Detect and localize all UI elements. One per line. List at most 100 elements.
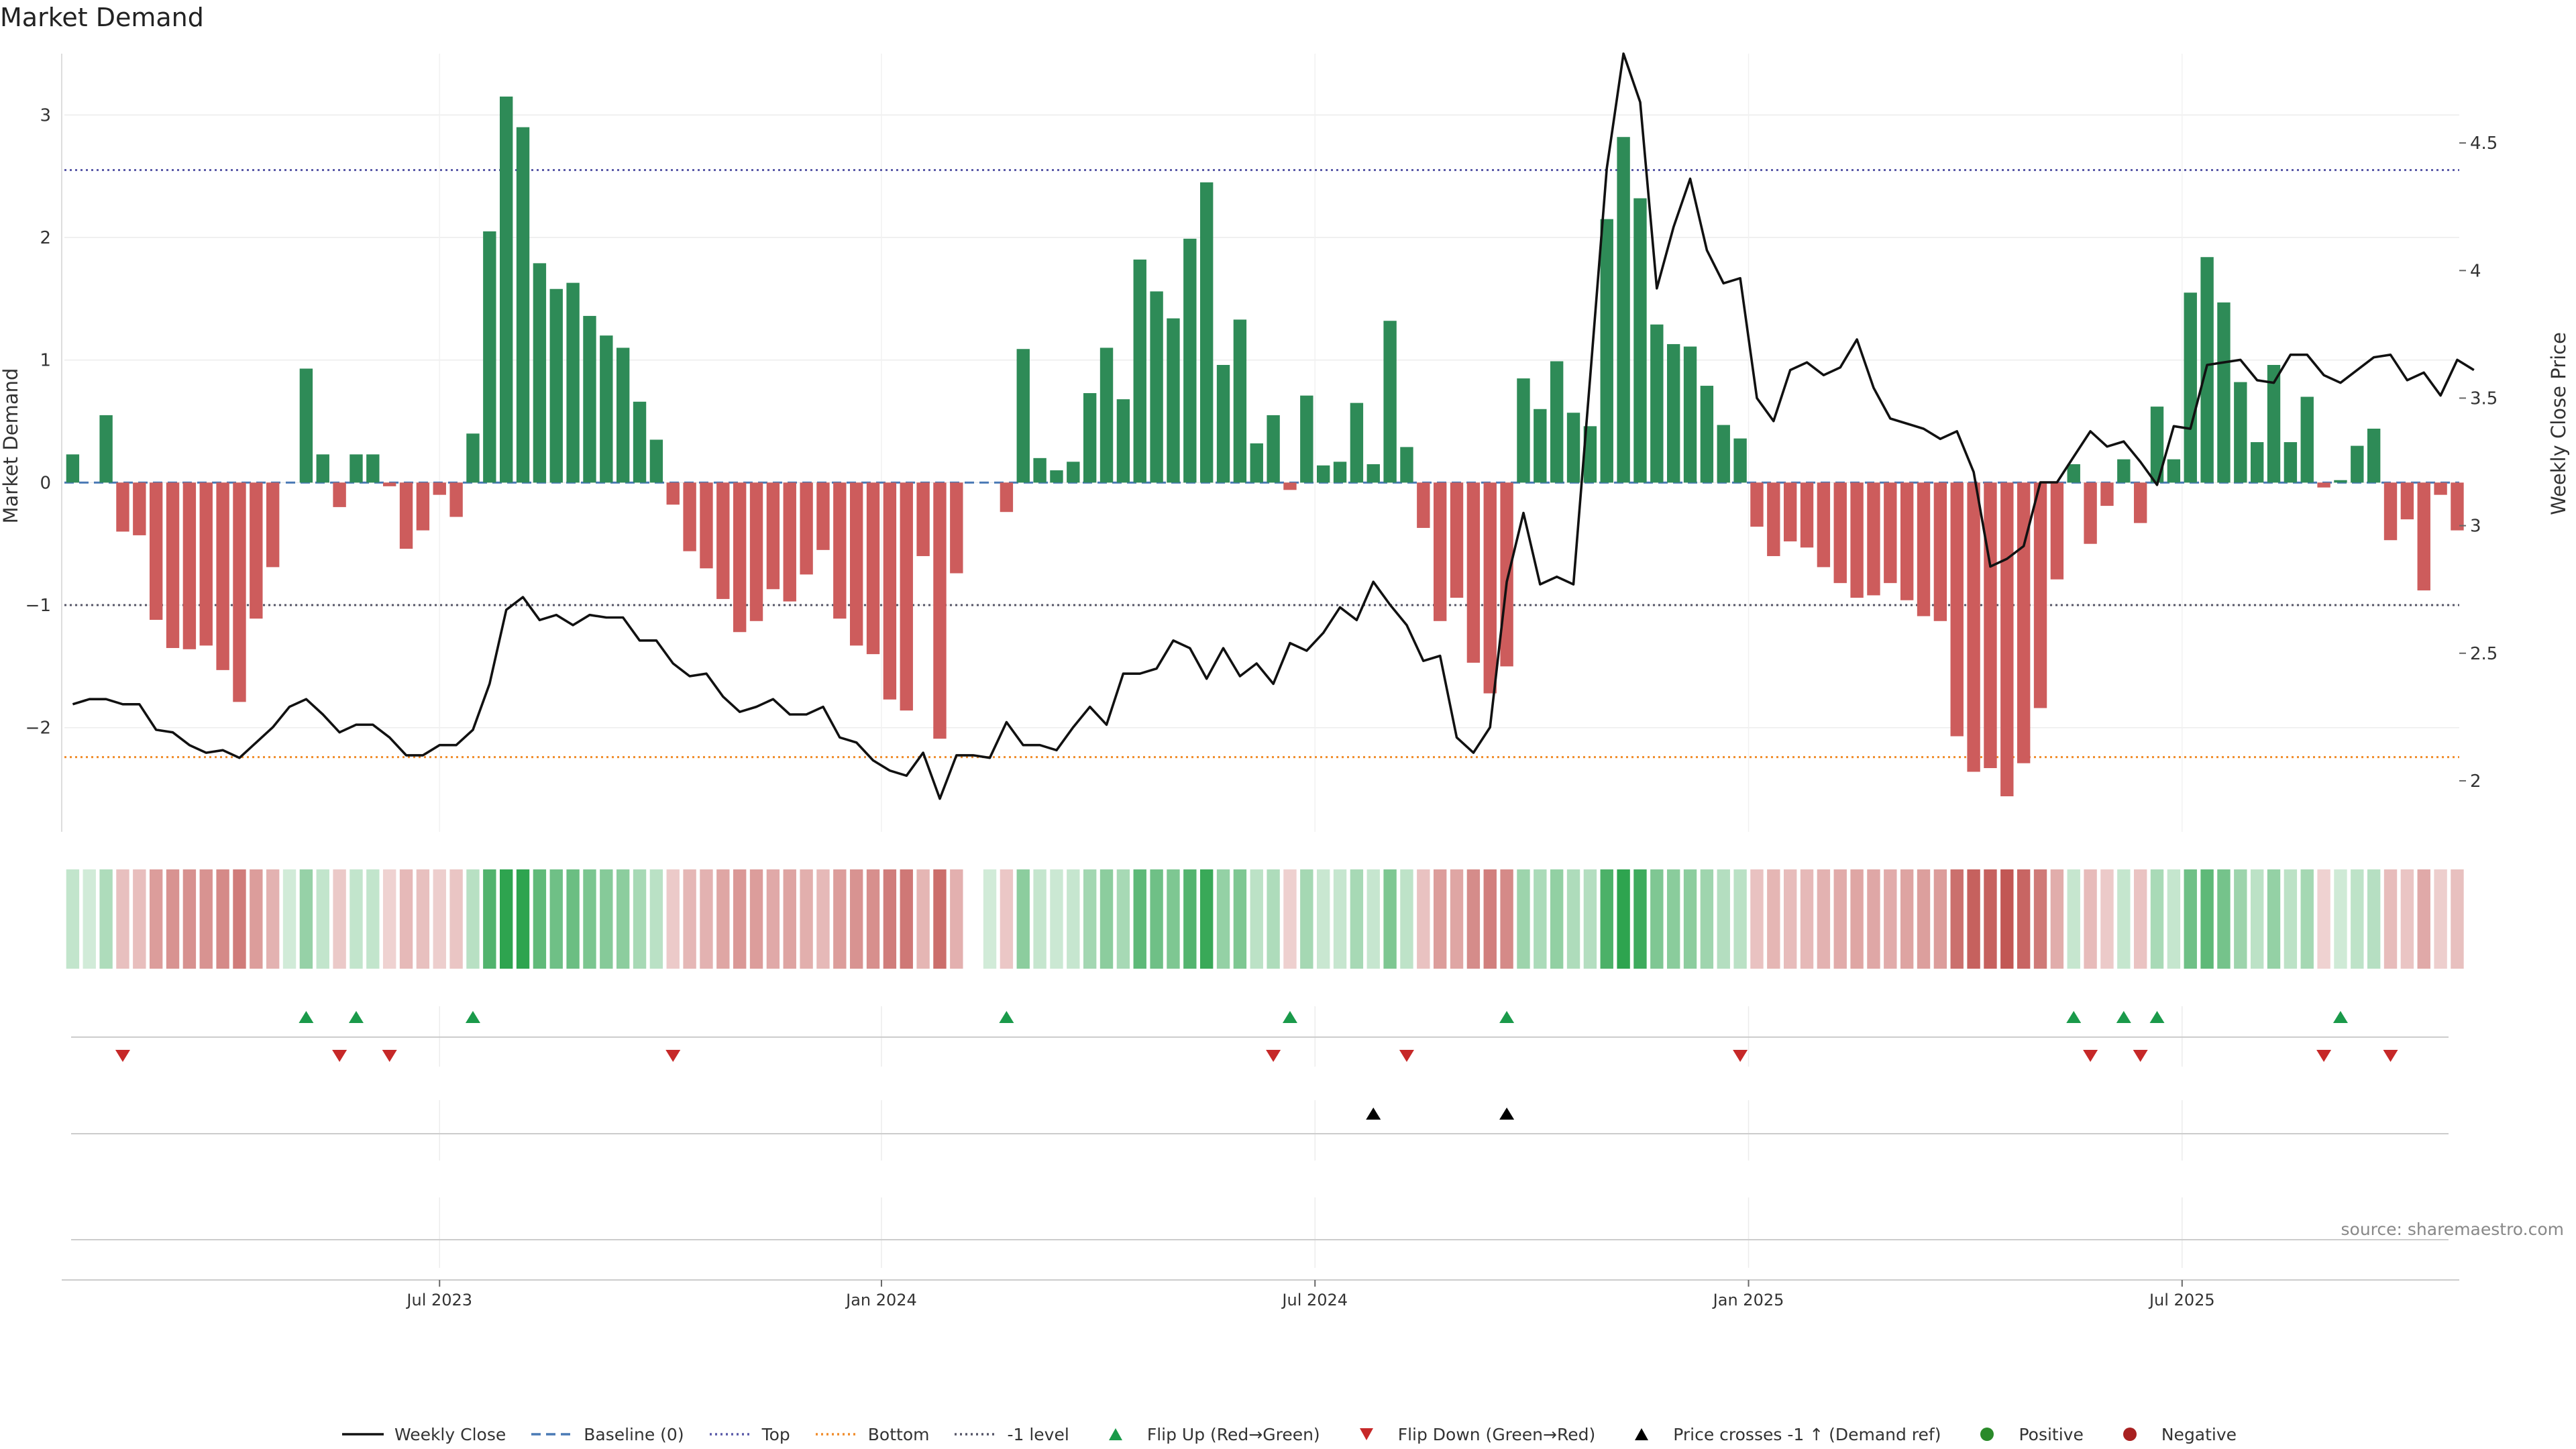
heat-cell [1067, 869, 1080, 969]
demand-bar-negative [233, 482, 246, 702]
heat-cell [866, 869, 880, 969]
heat-cell [1400, 869, 1413, 969]
demand-bar-positive [366, 454, 380, 483]
heat-cell [2184, 869, 2197, 969]
heat-cell [2300, 869, 2314, 969]
heat-cell [1466, 869, 1481, 969]
dashed-line-icon [531, 1433, 574, 1436]
heat-cell [2050, 869, 2064, 969]
demand-bar-positive [549, 288, 563, 483]
x-tick-label: Jan 2024 [845, 1291, 917, 1309]
legend-label: -1 level [1007, 1424, 1069, 1444]
heat-cell [1033, 869, 1046, 969]
y-tick-label: 1 [40, 351, 51, 371]
heat-cell [166, 869, 180, 969]
source-credit: source: sharemaestro.com [2341, 1220, 2565, 1239]
demand-bar-negative [1850, 482, 1864, 598]
legend-item: Positive [1964, 1425, 2084, 1444]
demand-bar-positive [1517, 378, 1530, 483]
demand-bar-positive [1383, 321, 1397, 483]
heat-cell [1517, 869, 1530, 969]
triangle-down-red-icon [1359, 1428, 1373, 1440]
heat-cell [499, 869, 513, 969]
demand-bar-positive [633, 401, 647, 483]
demand-bar-positive [2167, 459, 2181, 483]
heat-cell [1683, 869, 1697, 969]
demand-bar-negative [2017, 482, 2031, 763]
heat-cell [783, 869, 796, 969]
heat-cell [1417, 869, 1430, 969]
heat-cell [616, 869, 630, 969]
demand-bar-negative [766, 482, 780, 590]
heat-cell [950, 869, 963, 969]
demand-bar-positive [2234, 382, 2247, 483]
heat-cell [916, 869, 930, 969]
heat-cell [1316, 869, 1330, 969]
heat-cell [2267, 869, 2281, 969]
demand-bar-negative [399, 482, 413, 549]
heat-cell [1300, 869, 1313, 969]
heat-cell [299, 869, 313, 969]
demand-bar-negative [1783, 482, 1797, 542]
heat-cell [1133, 869, 1146, 969]
demand-bar-positive [99, 415, 113, 483]
heat-cell [1750, 869, 1764, 969]
demand-bar-positive [2267, 365, 2281, 483]
heat-cell [1116, 869, 1130, 969]
demand-bar-positive [2250, 442, 2264, 483]
y-tick-label: 2 [40, 228, 51, 248]
flip-down-marker [1266, 1050, 1281, 1062]
demand-bar-positive [2150, 407, 2164, 483]
demand-bar-positive [1183, 238, 1197, 483]
heat-cell [700, 869, 713, 969]
demand-bar-positive [566, 282, 580, 483]
heat-cell [1733, 869, 1747, 969]
demand-bar-negative [2033, 482, 2047, 708]
dot-red-icon [2123, 1428, 2137, 1441]
heat-cell [633, 869, 647, 969]
legend-item: Flip Down (Green→Red) [1343, 1425, 1595, 1444]
heat-cell [2217, 869, 2231, 969]
heat-cell [683, 869, 696, 969]
legend-label: Price crosses -1 ↑ (Demand ref) [1673, 1424, 1941, 1444]
demand-bar-negative [1433, 482, 1447, 621]
demand-bar-negative [250, 482, 263, 619]
heat-cell [1700, 869, 1714, 969]
heat-cell [333, 869, 346, 969]
demand-bar-positive [1167, 318, 1180, 483]
demand-bar-negative [1917, 482, 1931, 616]
heat-cell [2400, 869, 2414, 969]
heat-cell [182, 869, 197, 969]
legend-item: Flip Up (Red→Green) [1092, 1425, 1320, 1444]
demand-bar-negative [900, 482, 913, 711]
y-tick-label: −1 [25, 596, 51, 616]
heat-cell [1850, 869, 1864, 969]
demand-bar-negative [2084, 482, 2097, 544]
heat-cell [2334, 869, 2347, 969]
demand-bar-positive [1300, 395, 1313, 483]
heat-cell [266, 869, 280, 969]
heat-cell [1600, 869, 1613, 969]
demand-bar-negative [199, 482, 213, 646]
demand-bar-negative [2434, 482, 2447, 495]
heat-cell [1016, 869, 1030, 969]
heat-cell [833, 869, 847, 969]
demand-bar-negative [1900, 482, 1914, 600]
demand-bar-positive [2300, 396, 2314, 483]
demand-bar-negative [2000, 482, 2014, 797]
heat-cell [282, 869, 297, 969]
demand-bar-positive [649, 439, 663, 483]
heat-cell [2351, 869, 2364, 969]
legend-item: Baseline (0) [529, 1425, 684, 1444]
demand-bar-negative [2451, 482, 2464, 531]
flip-up-marker [1499, 1011, 1515, 1023]
demand-bar-negative [1750, 482, 1764, 527]
heat-cell [1267, 869, 1280, 969]
y2-tick-label: 2.5 [2470, 644, 2498, 664]
demand-bar-negative [916, 482, 930, 556]
demand-bar-positive [1534, 409, 1547, 483]
heat-cell [2000, 869, 2014, 969]
heat-cell [116, 869, 129, 969]
heat-cell [466, 869, 480, 969]
